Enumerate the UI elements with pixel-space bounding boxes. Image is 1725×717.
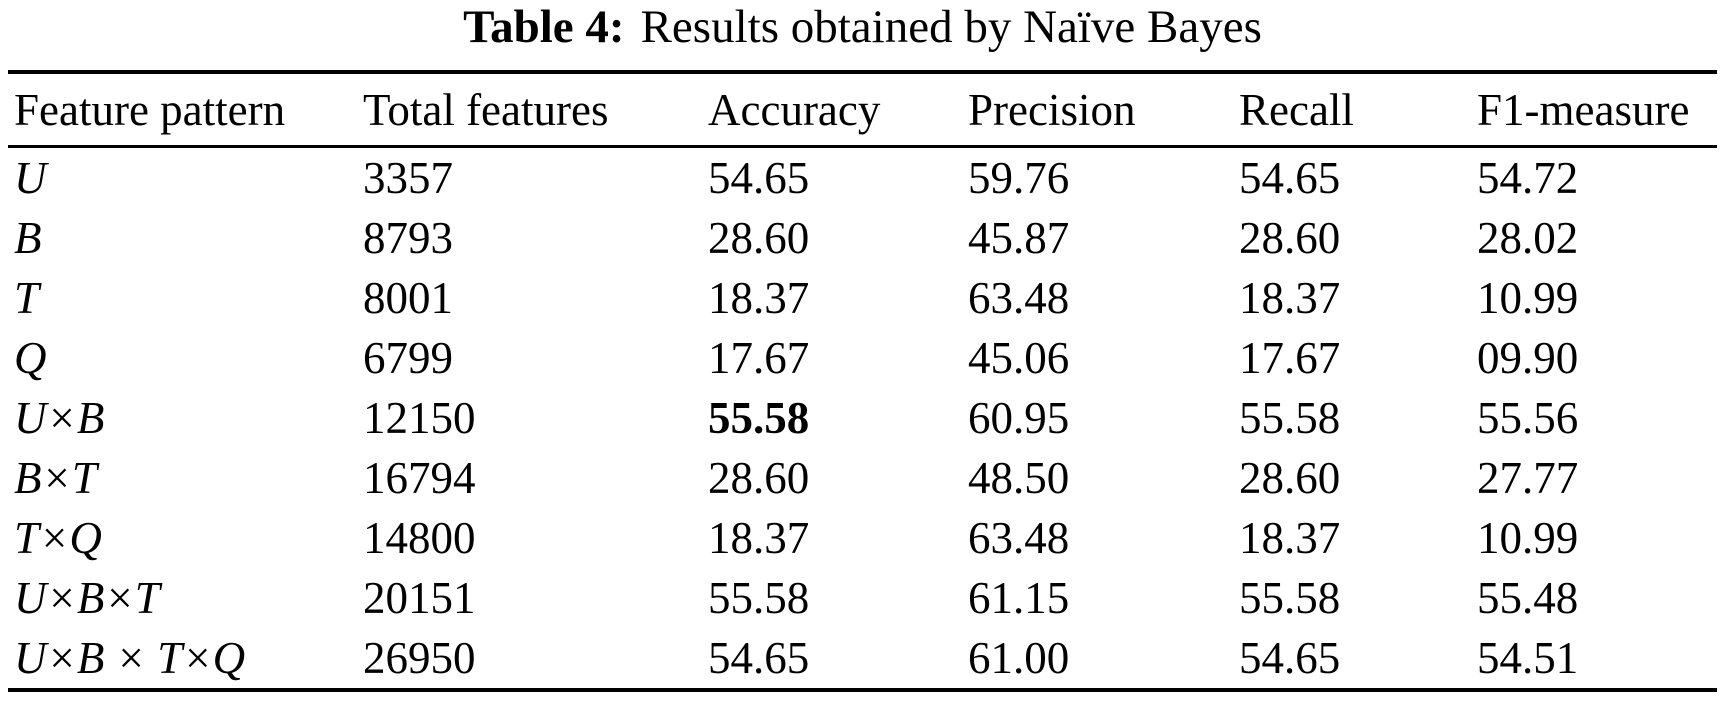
cell-total-features: 12150	[363, 393, 476, 443]
cell-precision: 63.48	[968, 273, 1070, 323]
cell-recall: 28.60	[1239, 453, 1341, 503]
cell-recall: 28.60	[1239, 213, 1341, 263]
table-row: B 8793 28.60 45.87 28.60 28.02	[8, 208, 1717, 268]
column-header-precision: Precision	[968, 72, 1239, 148]
cell-recall: 55.58	[1239, 573, 1341, 623]
table-row: T 8001 18.37 63.48 18.37 10.99	[8, 268, 1717, 328]
column-header-total-features: Total features	[363, 72, 708, 148]
table-caption-label: Table 4:	[463, 1, 625, 53]
cell-f1-measure: 09.90	[1477, 333, 1579, 383]
cell-precision: 61.00	[968, 633, 1070, 683]
cell-total-features: 3357	[363, 153, 453, 203]
cell-total-features: 26950	[363, 633, 476, 683]
cell-f1-measure: 27.77	[1477, 453, 1579, 503]
cell-precision: 60.95	[968, 393, 1070, 443]
cell-recall: 18.37	[1239, 273, 1341, 323]
table-caption: Table 4: Results obtained by Naïve Bayes	[0, 1, 1725, 54]
cell-precision: 45.87	[968, 213, 1070, 263]
cell-accuracy: 54.65	[708, 153, 810, 203]
table-row: U×B×T 20151 55.58 61.15 55.58 55.48	[8, 568, 1717, 628]
cell-accuracy: 18.37	[708, 273, 810, 323]
table-caption-text: Results obtained by Naïve Bayes	[640, 1, 1262, 53]
cell-f1-measure: 55.56	[1477, 393, 1579, 443]
cell-feature-pattern: Q	[14, 333, 47, 383]
cell-accuracy: 28.60	[708, 453, 810, 503]
cell-precision: 45.06	[968, 333, 1070, 383]
cell-f1-measure: 10.99	[1477, 273, 1579, 323]
table-row: U×B 12150 55.58 60.95 55.58 55.56	[8, 388, 1717, 448]
cell-accuracy: 28.60	[708, 213, 810, 263]
cell-total-features: 14800	[363, 513, 476, 563]
cell-f1-measure: 54.51	[1477, 633, 1579, 683]
cell-accuracy: 55.58	[708, 393, 810, 443]
cell-f1-measure: 28.02	[1477, 213, 1579, 263]
cell-accuracy: 54.65	[708, 633, 810, 683]
cell-total-features: 20151	[363, 573, 476, 623]
cell-total-features: 8001	[363, 273, 453, 323]
cell-feature-pattern: T×Q	[14, 513, 102, 563]
column-header-feature-pattern: Feature pattern	[8, 72, 363, 148]
table-row: U×B × T×Q 26950 54.65 61.00 54.65 54.51	[8, 628, 1717, 690]
cell-feature-pattern: B×T	[14, 453, 97, 503]
cell-precision: 48.50	[968, 453, 1070, 503]
table-row: B×T 16794 28.60 48.50 28.60 27.77	[8, 448, 1717, 508]
table-row: Q 6799 17.67 45.06 17.67 09.90	[8, 328, 1717, 388]
header-row: Feature pattern Total features Accuracy …	[8, 72, 1717, 148]
cell-precision: 63.48	[968, 513, 1070, 563]
cell-recall: 18.37	[1239, 513, 1341, 563]
cell-accuracy: 18.37	[708, 513, 810, 563]
table-row: U 3357 54.65 59.76 54.65 54.72	[8, 147, 1717, 209]
column-header-recall: Recall	[1239, 72, 1477, 148]
cell-f1-measure: 54.72	[1477, 153, 1579, 203]
cell-feature-pattern: B	[14, 213, 42, 263]
column-header-accuracy: Accuracy	[708, 72, 968, 148]
cell-precision: 61.15	[968, 573, 1070, 623]
cell-feature-pattern: T	[14, 273, 40, 323]
cell-f1-measure: 55.48	[1477, 573, 1579, 623]
cell-feature-pattern: U×B×T	[14, 573, 160, 623]
cell-f1-measure: 10.99	[1477, 513, 1579, 563]
column-header-f1-measure: F1-measure	[1477, 72, 1717, 148]
cell-recall: 54.65	[1239, 153, 1341, 203]
cell-recall: 55.58	[1239, 393, 1341, 443]
cell-accuracy: 55.58	[708, 573, 810, 623]
table-row: T×Q 14800 18.37 63.48 18.37 10.99	[8, 508, 1717, 568]
cell-precision: 59.76	[968, 153, 1070, 203]
cell-total-features: 8793	[363, 213, 453, 263]
cell-feature-pattern: U×B × T×Q	[14, 633, 246, 683]
cell-recall: 17.67	[1239, 333, 1341, 383]
results-table: Feature pattern Total features Accuracy …	[8, 70, 1717, 692]
cell-feature-pattern: U	[14, 153, 47, 203]
cell-accuracy: 17.67	[708, 333, 810, 383]
cell-total-features: 16794	[363, 453, 476, 503]
cell-feature-pattern: U×B	[14, 393, 105, 443]
cell-total-features: 6799	[363, 333, 453, 383]
cell-recall: 54.65	[1239, 633, 1341, 683]
